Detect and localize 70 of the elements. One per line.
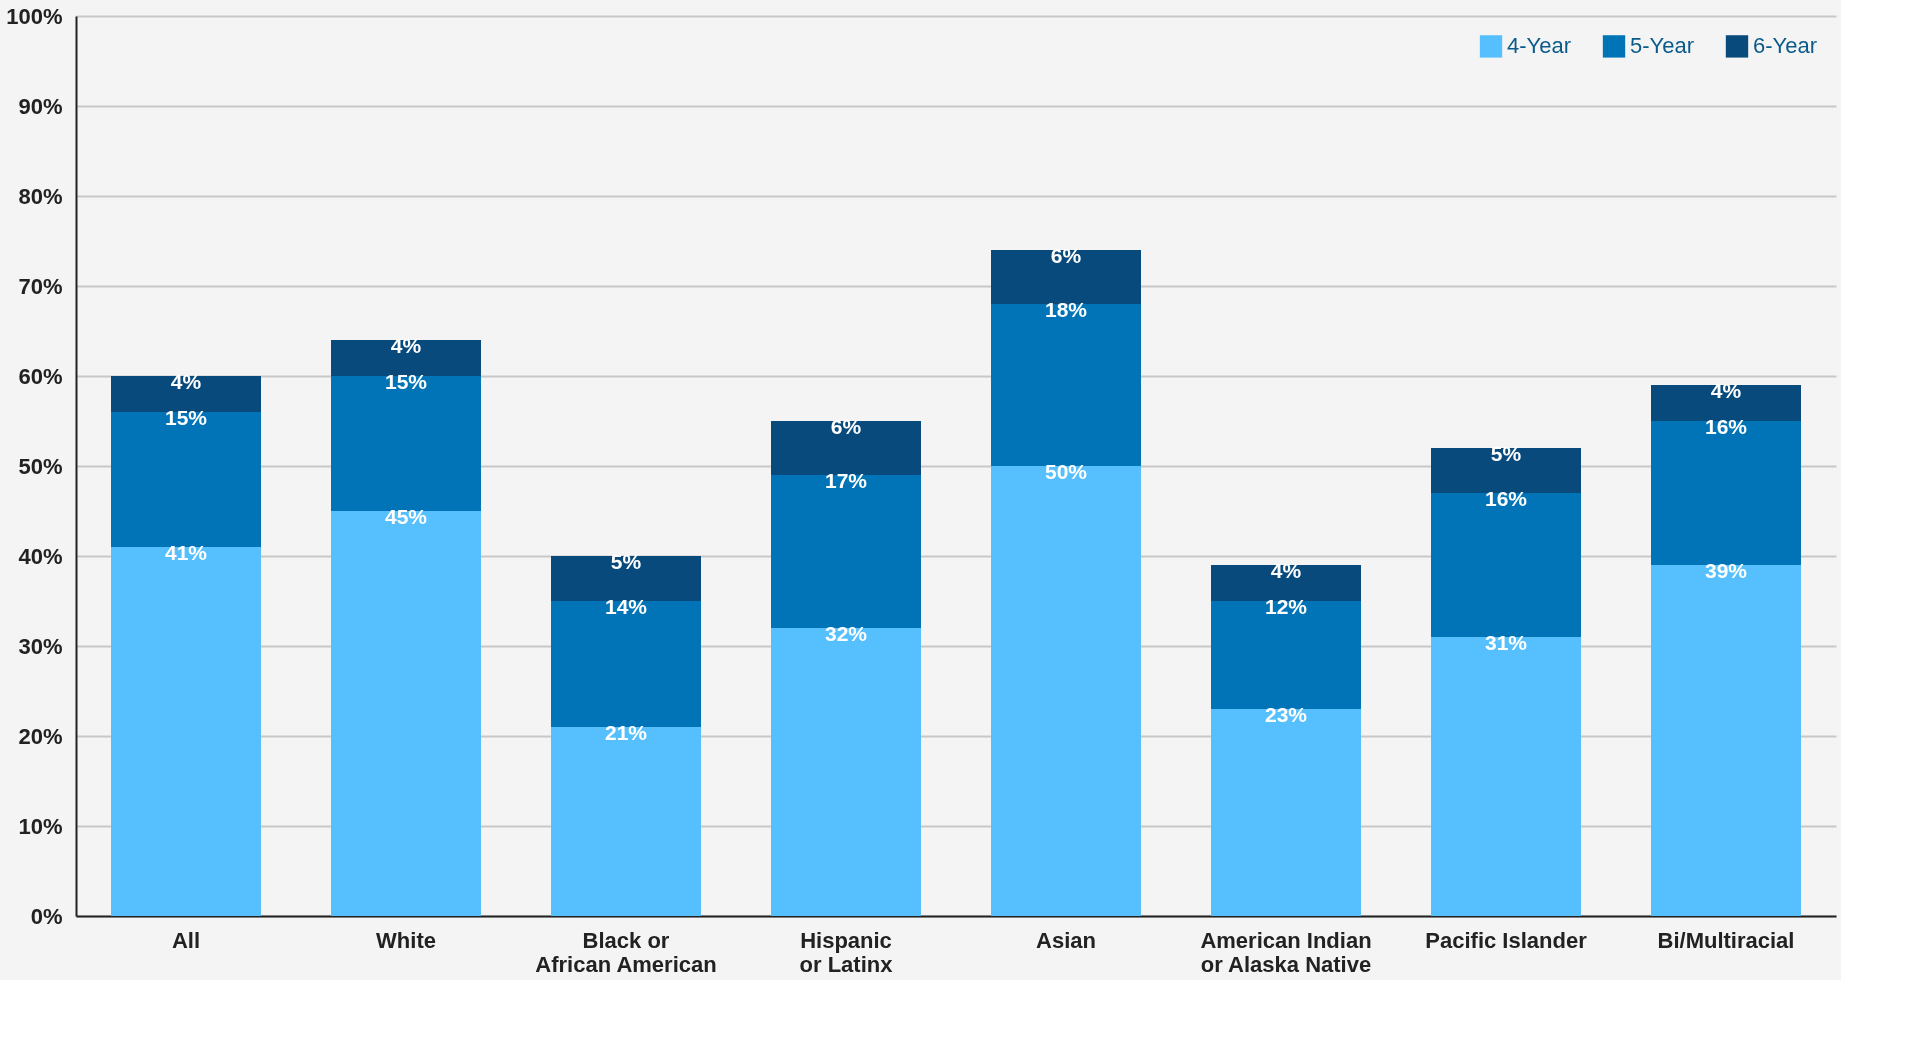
x-tick-label: Asian: [1036, 927, 1096, 953]
y-tick-label: 70%: [18, 273, 63, 299]
y-tick-label: 10%: [18, 813, 63, 839]
bar: [551, 727, 701, 916]
data-label: 31%: [1484, 631, 1528, 654]
data-label: 16%: [1484, 487, 1528, 510]
legend-label: 5-Year: [1630, 33, 1695, 59]
bar: [331, 340, 481, 376]
bar: [1431, 637, 1581, 916]
bar: [771, 475, 921, 628]
bar: [331, 511, 481, 916]
y-tick-label: 50%: [18, 453, 63, 479]
bar: [551, 556, 701, 601]
bar: [1651, 565, 1801, 916]
data-label: 14%: [604, 595, 648, 618]
y-tick-label: 30%: [18, 633, 63, 659]
bar: [1431, 493, 1581, 637]
data-label: 4%: [1270, 559, 1302, 582]
bar: [1431, 448, 1581, 493]
data-label: 32%: [824, 622, 868, 645]
bar: [991, 250, 1141, 304]
bar: [1211, 709, 1361, 916]
data-label: 6%: [830, 415, 862, 438]
bar: [111, 547, 261, 916]
y-tick-label: 0%: [30, 903, 63, 929]
bar: [991, 304, 1141, 466]
x-tick-label: Hispanic or Latinx: [799, 927, 894, 977]
y-tick-label: 60%: [18, 363, 63, 389]
bar: [111, 376, 261, 412]
bar: [551, 601, 701, 727]
data-label: 50%: [1044, 460, 1088, 483]
bar: [111, 412, 261, 547]
data-label: 21%: [604, 721, 648, 744]
bar: [1651, 385, 1801, 421]
data-label: 5%: [610, 550, 642, 573]
bar: [1211, 601, 1361, 709]
data-label: 5%: [1490, 442, 1522, 465]
data-label: 4%: [170, 370, 202, 393]
bar: [1211, 565, 1361, 601]
x-tick-label: American Indian or Alaska Native: [1200, 927, 1372, 977]
data-label: 45%: [384, 505, 428, 528]
data-label: 12%: [1264, 595, 1308, 618]
x-tick-label: Black or African American: [535, 927, 717, 977]
data-label: 15%: [164, 406, 208, 429]
data-label: 15%: [384, 370, 428, 393]
x-tick-label: White: [376, 927, 436, 953]
x-tick-label: Bi/Multiracial: [1657, 927, 1795, 953]
y-tick-label: 40%: [18, 543, 63, 569]
y-tick-label: 90%: [18, 93, 63, 119]
data-label: 17%: [824, 469, 868, 492]
data-label: 18%: [1044, 298, 1088, 321]
legend-label: 6-Year: [1753, 33, 1818, 59]
legend-label: 4-Year: [1507, 33, 1572, 59]
bar: [331, 376, 481, 511]
x-tick-label: Pacific Islander: [1425, 927, 1588, 953]
data-label: 4%: [390, 334, 422, 357]
bar: [1651, 421, 1801, 565]
bar: [991, 466, 1141, 916]
data-label: 16%: [1704, 415, 1748, 438]
data-label: 41%: [164, 541, 208, 564]
data-label: 39%: [1704, 559, 1748, 582]
data-label: 4%: [1710, 379, 1742, 402]
y-tick-label: 100%: [6, 3, 63, 29]
x-tick-label: All: [171, 927, 201, 953]
y-tick-label: 80%: [18, 183, 63, 209]
data-label: 6%: [1050, 244, 1082, 267]
bar: [771, 421, 921, 475]
data-label: 23%: [1264, 703, 1308, 726]
bar: [771, 628, 921, 916]
y-tick-label: 20%: [18, 723, 63, 749]
